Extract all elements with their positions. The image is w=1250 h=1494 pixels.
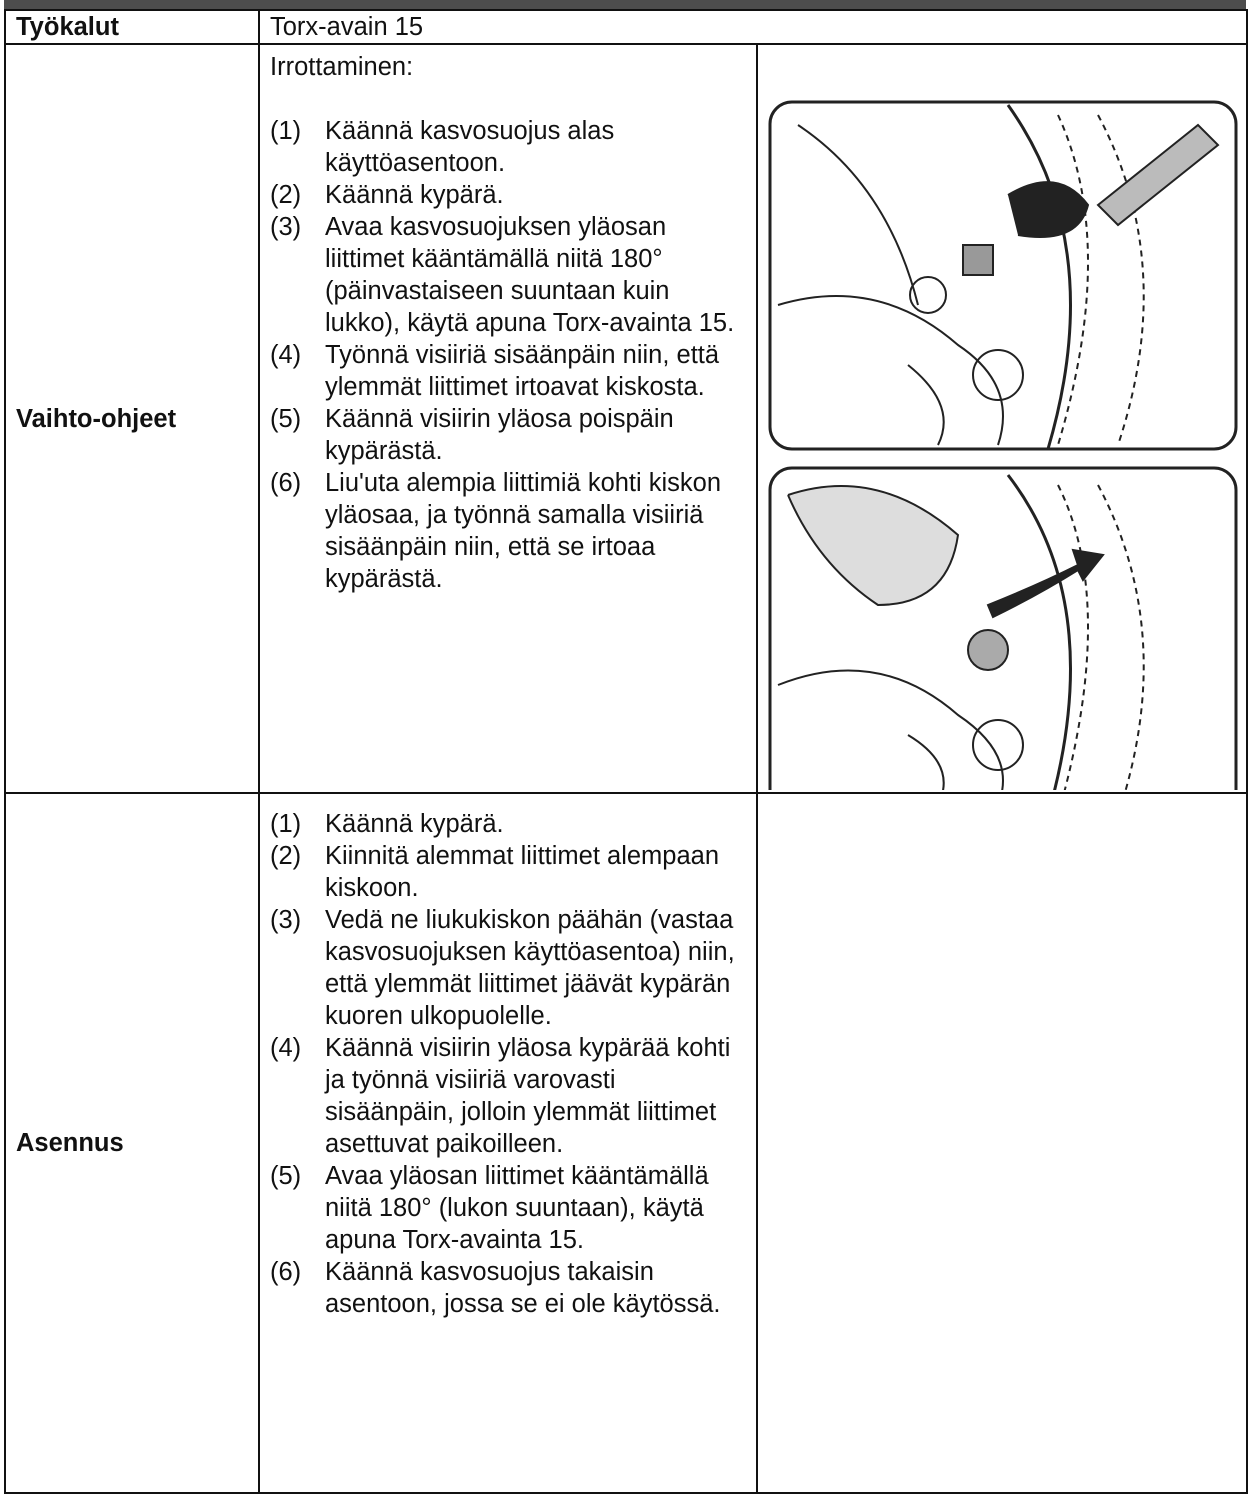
- row-label: Asennus: [4, 792, 260, 1494]
- step-number: (5): [270, 1162, 302, 1190]
- step-number: (3): [270, 213, 302, 241]
- step: (2) Käännä kypärä.: [270, 179, 742, 211]
- step-text: Käännä visiirin yläosa kypärää kohti ja …: [325, 1034, 731, 1158]
- tools-row: Työkalut Torx-avain 15: [4, 9, 1249, 45]
- step-text: Vedä ne liukukiskon päähän (vastaa kasvo…: [325, 906, 735, 1030]
- step-number: (5): [270, 405, 302, 433]
- step: (2) Kiinnitä alemmat liittimet alempaan k…: [270, 840, 742, 904]
- step: (6) Käännä kasvosuojus takaisin asentoon,…: [270, 1256, 742, 1320]
- step-text: Käännä kypärä.: [325, 181, 504, 209]
- top-bar: [4, 0, 1246, 9]
- step-text: Käännä visiirin yläosa poispäin kypäräst…: [325, 405, 674, 465]
- step-text: Työnnä visiiriä sisäänpäin niin, että yl…: [325, 341, 720, 401]
- steps-cell: Irrottaminen: (1) Käännä kasvosuojus alas…: [258, 43, 758, 794]
- step: (3) Vedä ne liukukiskon päähän (vastaa ka…: [270, 904, 742, 1032]
- step-number: (1): [270, 810, 302, 838]
- instruction-table: Työkalut Torx-avain 15 Vaihto-ohjeet Irr…: [4, 9, 1249, 1494]
- tools-value: Torx-avain 15: [257, 9, 1249, 45]
- step-number: (4): [270, 1034, 302, 1062]
- step: (4) Käännä visiirin yläosa kypärää kohti …: [270, 1032, 742, 1160]
- step-number: (6): [270, 1258, 302, 1286]
- row-label: Vaihto-ohjeet: [4, 43, 260, 794]
- step-number: (1): [270, 117, 302, 145]
- step: (4) Työnnä visiiriä sisäänpäin niin, että…: [270, 339, 742, 403]
- step-text: Liu'uta alempia liittimiä kohti kiskon y…: [325, 469, 722, 593]
- step-text: Käännä kasvosuojus takaisin asentoon, jo…: [325, 1258, 721, 1318]
- step-number: (3): [270, 906, 302, 934]
- step-list: (1) Käännä kypärä. (2) Kiinnitä alemmat lii…: [270, 808, 742, 1320]
- section-heading: Irrottaminen:: [270, 53, 414, 81]
- steps-cell: (1) Käännä kypärä. (2) Kiinnitä alemmat lii…: [258, 792, 758, 1494]
- illustrations: [768, 100, 1238, 790]
- illustration-cell: [755, 43, 1249, 794]
- step-number: (2): [270, 181, 302, 209]
- step-text: Käännä kasvosuojus alas käyttöasentoon.: [325, 117, 615, 177]
- step: (6) Liu'uta alempia liittimiä kohti kisko…: [270, 467, 742, 595]
- replacement-row: Vaihto-ohjeet Irrottaminen: (1) Käännä ka…: [4, 43, 1249, 794]
- step-text: Avaa yläosan liittimet kääntämällä niitä…: [325, 1162, 709, 1254]
- step: (5) Avaa yläosan liittimet kääntämällä ni…: [270, 1160, 742, 1256]
- step: (1) Käännä kypärä.: [270, 808, 742, 840]
- row-label: Työkalut: [4, 9, 260, 45]
- step-text: Avaa kasvosuojuksen yläosan liittimet kä…: [325, 213, 735, 337]
- step: (3) Avaa kasvosuojuksen yläosan liittimet…: [270, 211, 742, 339]
- step-number: (2): [270, 842, 302, 870]
- step-number: (4): [270, 341, 302, 369]
- installation-row: Asennus (1) Käännä kypärä. (2) Kiinnitä ale…: [4, 792, 1249, 1494]
- step: (5) Käännä visiirin yläosa poispäin kypär…: [270, 403, 742, 467]
- empty-cell: [755, 792, 1249, 1494]
- step-list: (1) Käännä kasvosuojus alas käyttöasentoo…: [270, 115, 742, 595]
- step-number: (6): [270, 469, 302, 497]
- step-text: Käännä kypärä.: [325, 810, 504, 838]
- step-text: Kiinnitä alemmat liittimet alempaan kisk…: [325, 842, 720, 902]
- step: (1) Käännä kasvosuojus alas käyttöasentoo…: [270, 115, 742, 179]
